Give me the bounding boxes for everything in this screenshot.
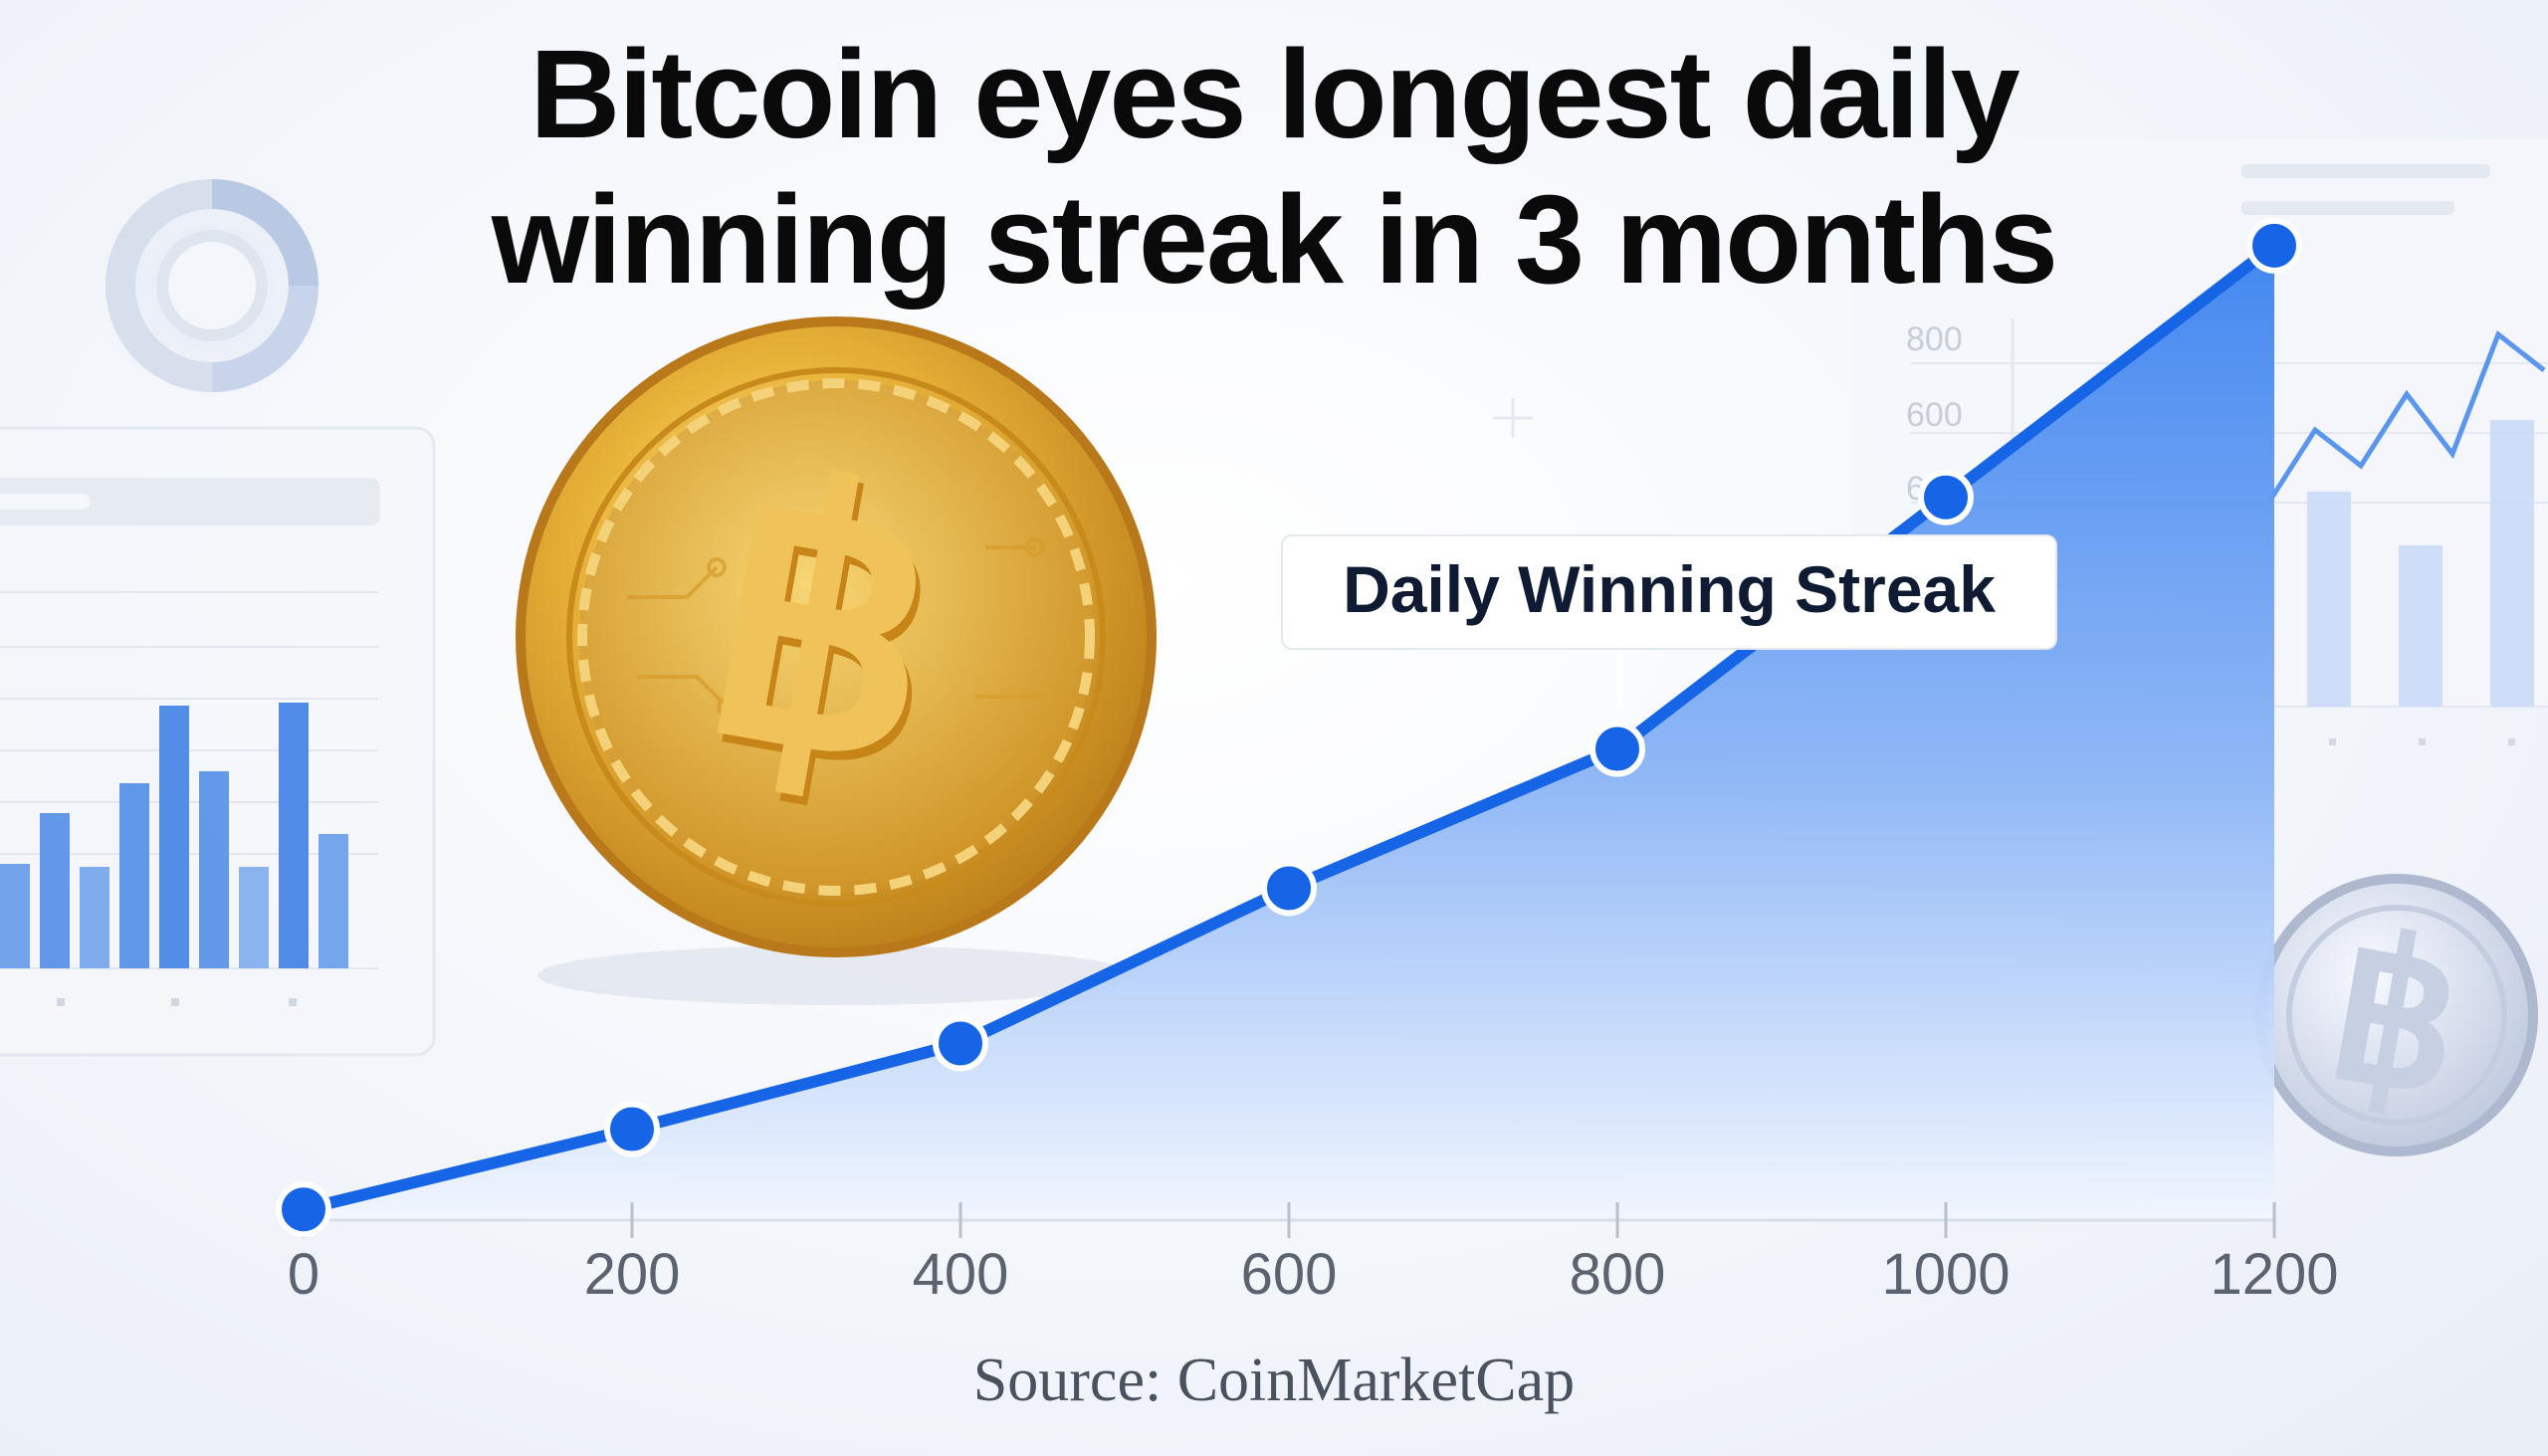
data-point-800 xyxy=(1590,721,1645,777)
x-tick-label-600: 600 xyxy=(1241,1242,1338,1307)
bg-bar xyxy=(239,867,269,968)
bg-bar-right xyxy=(2490,420,2534,707)
bg-y-tick-label: 800 xyxy=(1906,320,1963,358)
x-tick-label-400: 400 xyxy=(913,1242,1009,1307)
bg-bar xyxy=(0,864,30,968)
annotation-callout: Daily Winning Streak xyxy=(1281,534,2057,707)
data-point-200 xyxy=(604,1101,660,1157)
bg-bar xyxy=(80,867,109,968)
bg-bar xyxy=(279,703,309,968)
background-bars-right xyxy=(2307,420,2534,707)
bg-y-tick-label: 600 xyxy=(1906,396,1963,434)
bg-bar xyxy=(119,783,149,968)
bg-bar xyxy=(40,813,70,968)
background-line xyxy=(2266,329,2546,504)
bg-bar-right xyxy=(2307,492,2351,707)
data-point-600 xyxy=(1261,860,1317,917)
area-fill xyxy=(304,245,2274,1221)
x-tick-label-200: 200 xyxy=(584,1242,681,1307)
source-credit: Source: CoinMarketCap xyxy=(972,1347,1576,1414)
data-point-0 xyxy=(276,1181,331,1238)
data-point-1000 xyxy=(1918,469,1974,525)
x-tick-label-1200: 1200 xyxy=(2210,1242,2338,1307)
bg-bar xyxy=(318,834,348,968)
bitcoin-coin-icon: ฿ ฿ xyxy=(516,316,1157,1005)
background-bar-chart-panel xyxy=(0,426,436,1057)
title-line-2: winning streak in 3 months xyxy=(491,169,2058,310)
bg-bar xyxy=(159,706,189,968)
x-tick-label-800: 800 xyxy=(1570,1242,1666,1307)
series-points xyxy=(276,217,2302,1238)
x-tick-label-1000: 1000 xyxy=(1881,1242,2010,1307)
x-axis-labels: 0 200 400 600 800 1000 1200 xyxy=(288,1242,2339,1307)
x-tick-label-0: 0 xyxy=(288,1242,319,1307)
bg-bar xyxy=(199,771,229,968)
main-area-chart: 0 200 400 600 800 1000 1200 xyxy=(276,217,2339,1307)
background-bars xyxy=(0,703,348,968)
silver-bitcoin-icon: ฿ xyxy=(2255,874,2538,1156)
data-point-400 xyxy=(933,1015,988,1072)
page-title: Bitcoin eyes longest daily winning strea… xyxy=(0,22,2548,312)
ring-chart-icon xyxy=(106,179,318,392)
annotation-label: Daily Winning Streak xyxy=(1343,552,1996,626)
title-line-1: Bitcoin eyes longest daily xyxy=(530,24,2019,164)
data-point-1200 xyxy=(2246,217,2302,274)
bg-bar-right xyxy=(2399,545,2442,707)
